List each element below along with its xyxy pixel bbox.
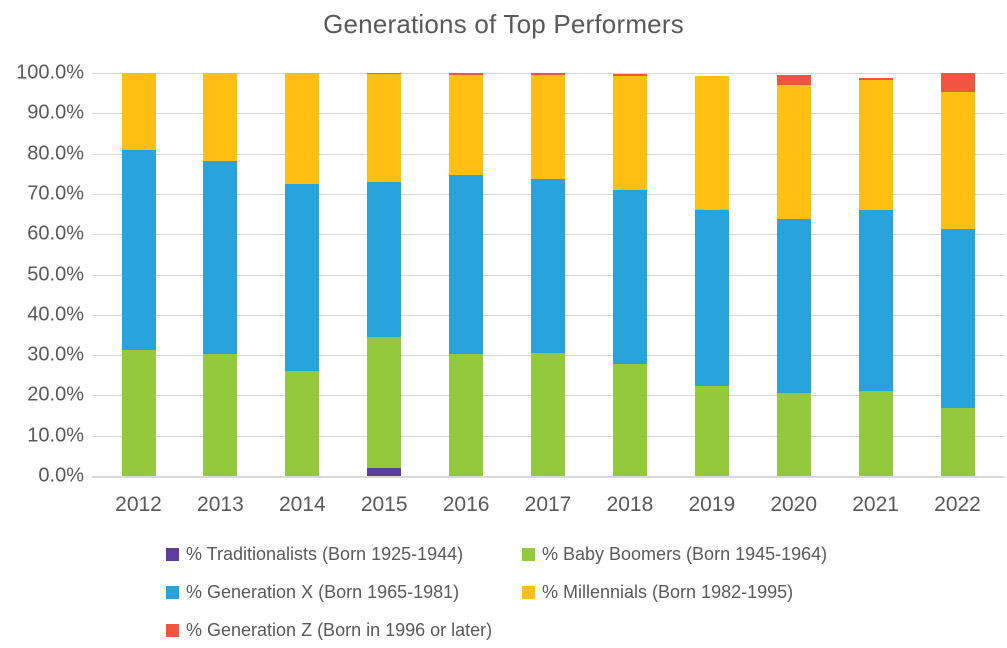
y-tick-label: 20.0% (27, 383, 84, 406)
bar-segment-2016 (449, 73, 484, 76)
x-tick-label: 2019 (688, 493, 736, 516)
x-tick-label: 2021 (852, 493, 899, 516)
plot-area (92, 73, 1005, 477)
x-tick-label: 2012 (115, 493, 162, 516)
bar-segment-2016 (449, 174, 484, 354)
bar-segment-2014 (285, 371, 320, 476)
legend: % Traditionalists (Born 1925-1944) % Baby… (166, 544, 827, 641)
bar-segment-2015 (367, 467, 402, 476)
legend-swatch-icon (166, 586, 179, 599)
legend-item: % Generation Z (Born in 1996 or later) (166, 620, 522, 641)
y-axis: 100.0% 90.0% 80.0% 70.0% 60.0% 50.0% 40.0% 30.0… (0, 62, 84, 487)
bar-segment-2022 (940, 91, 975, 229)
bar-segment-2020 (776, 219, 811, 393)
y-tick-label: 70.0% (27, 182, 84, 205)
bar-segment-2021 (858, 79, 893, 210)
bar-segment-2020 (776, 75, 811, 85)
bar-segment-2019 (694, 75, 729, 210)
legend-item: % Traditionalists (Born 1925-1944) (166, 544, 522, 565)
legend-item: % Baby Boomers (Born 1945-1964) (522, 544, 827, 565)
x-tick-label: 2016 (442, 493, 490, 516)
y-tick-label: 10.0% (27, 424, 84, 447)
bar-segment-2017 (531, 75, 565, 180)
x-axis-line (92, 476, 1005, 478)
x-tick-label: 2015 (360, 493, 408, 516)
bar-segment-2014 (285, 73, 320, 185)
bar-segment-2015 (367, 182, 402, 337)
legend-label: % Millennials (Born 1982-1995) (542, 582, 794, 602)
bar-segment-2021 (858, 390, 893, 476)
legend-label: % Baby Boomers (Born 1945-1964) (542, 544, 828, 564)
bar-segment-2018 (612, 190, 647, 364)
bar-segment-2017 (531, 179, 565, 353)
bar-segment-2013 (203, 73, 238, 162)
legend-swatch-icon (522, 548, 535, 561)
legend-label: % Traditionalists (Born 1925-1944) (186, 544, 464, 564)
legend-label: % Generation Z (Born in 1996 or later) (186, 620, 493, 640)
legend-swatch-icon (522, 586, 535, 599)
bar-segment-2012 (121, 73, 156, 151)
bar-segment-2019 (694, 209, 729, 386)
legend-item: % Millennials (Born 1982-1995) (522, 582, 827, 603)
bar-segment-2013 (203, 354, 238, 476)
bar-segment-2017 (531, 352, 565, 476)
bar-segment-2015 (367, 74, 402, 183)
bar-segment-2022 (940, 407, 975, 476)
bar-segment-2015 (367, 336, 402, 468)
x-tick-label: 2017 (524, 493, 572, 516)
bar-segment-2022 (940, 73, 975, 92)
legend-swatch-icon (166, 548, 179, 561)
bar-segment-2021 (858, 209, 893, 391)
x-tick-label: 2022 (934, 493, 981, 516)
legend-label: % Generation X (Born 1965-1981) (186, 582, 460, 602)
legend-swatch-icon (166, 624, 179, 637)
y-tick-label: 40.0% (27, 303, 84, 326)
bar-segment-2014 (285, 184, 320, 372)
y-tick-label: 90.0% (27, 101, 84, 124)
x-tick-label: 2014 (278, 493, 326, 516)
bar-segment-2018 (612, 363, 647, 476)
bar-segment-2018 (612, 74, 647, 77)
x-tick-label: 2018 (606, 493, 654, 516)
bar-segment-2016 (449, 75, 484, 175)
bar-segment-2012 (121, 150, 156, 350)
bar-segment-2018 (612, 76, 647, 191)
y-tick-label: 30.0% (27, 343, 84, 366)
bar-segment-2015 (367, 73, 402, 75)
bar-segment-2021 (858, 78, 893, 80)
x-tick-label: 2020 (770, 493, 818, 516)
bar-segment-2022 (940, 228, 975, 408)
bar-segment-2020 (776, 84, 811, 220)
legend-item: % Generation X (Born 1965-1981) (166, 582, 522, 603)
bar-segment-2012 (121, 349, 156, 476)
y-tick-label: 50.0% (27, 263, 84, 285)
bar-segment-2016 (449, 353, 484, 476)
bar-segment-2013 (203, 161, 238, 355)
bar-segment-2020 (776, 392, 811, 476)
bar-segment-2019 (694, 385, 729, 476)
x-tick-label: 2013 (197, 493, 244, 516)
y-tick-label: 80.0% (27, 142, 84, 165)
y-tick-label: 0.0% (38, 464, 84, 487)
bar-segment-2017 (531, 73, 565, 76)
chart-title: Generations of Top Performers (323, 9, 684, 39)
y-tick-label: 60.0% (27, 222, 84, 245)
y-tick-label: 100.0% (16, 61, 84, 84)
